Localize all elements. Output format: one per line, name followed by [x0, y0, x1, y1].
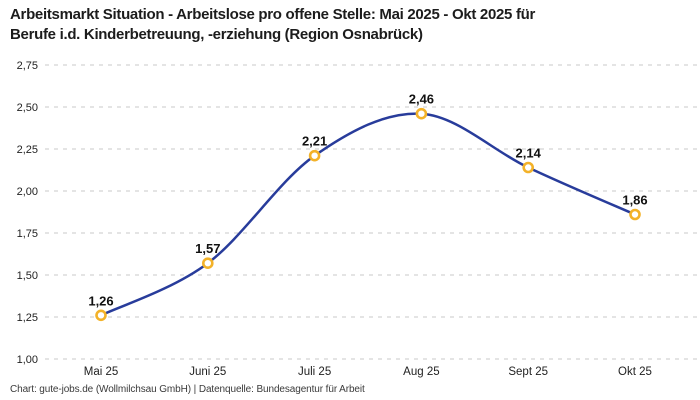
- x-tick-label: Okt 25: [618, 366, 652, 378]
- data-point-label: 2,21: [302, 134, 327, 149]
- chart-title-line1: Arbeitsmarkt Situation - Arbeitslose pro…: [10, 6, 536, 23]
- chart-title-line2: Berufe i.d. Kinderbetreuung, -erziehung …: [10, 26, 423, 43]
- chart-title: Arbeitsmarkt Situation - Arbeitslose pro…: [10, 5, 690, 45]
- data-point-label: 2,46: [409, 92, 434, 107]
- chart-credit: Chart: gute-jobs.de (Wollmilchsau GmbH) …: [10, 384, 365, 395]
- data-point-marker: [95, 309, 107, 322]
- y-tick-label: 2,75: [17, 60, 38, 72]
- data-point-label: 1,26: [88, 293, 113, 308]
- x-tick-label: Sept 25: [508, 366, 548, 378]
- data-point-label: 2,14: [516, 146, 542, 161]
- data-point-marker: [415, 107, 428, 120]
- y-tick-label: 2,00: [17, 186, 38, 198]
- x-tick-label: Aug 25: [403, 366, 439, 378]
- x-tick-label: Mai 25: [84, 366, 119, 378]
- y-tick-label: 1,25: [17, 312, 38, 324]
- y-tick-label: 1,75: [17, 228, 38, 240]
- data-point-marker: [522, 161, 535, 174]
- x-tick-label: Juni 25: [189, 366, 226, 378]
- x-tick-label: Juli 25: [298, 366, 331, 378]
- y-tick-label: 1,00: [17, 354, 38, 366]
- y-tick-label: 2,50: [17, 102, 38, 114]
- data-point-label: 1,86: [622, 193, 647, 208]
- data-point-label: 1,57: [195, 241, 220, 256]
- series-line: [99, 112, 637, 317]
- y-tick-label: 1,50: [17, 270, 38, 282]
- data-point-marker: [308, 149, 321, 162]
- y-tick-label: 2,25: [17, 144, 38, 156]
- data-point-marker: [202, 257, 214, 270]
- data-point-marker: [629, 208, 641, 221]
